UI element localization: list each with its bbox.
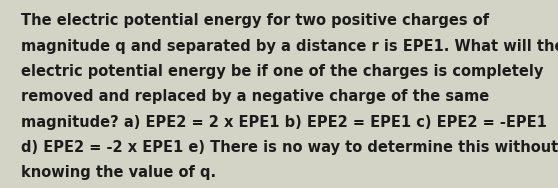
Text: magnitude? a) EPE2 = 2 x EPE1 b) EPE2 = EPE1 c) EPE2 = -EPE1: magnitude? a) EPE2 = 2 x EPE1 b) EPE2 = … — [21, 115, 547, 130]
Text: The electric potential energy for two positive charges of: The electric potential energy for two po… — [21, 13, 489, 28]
Text: electric potential energy be if one of the charges is completely: electric potential energy be if one of t… — [21, 64, 543, 79]
Text: removed and replaced by a negative charge of the same: removed and replaced by a negative charg… — [21, 89, 489, 104]
Text: magnitude q and separated by a distance r is EPE1. What will the: magnitude q and separated by a distance … — [21, 39, 558, 54]
Text: knowing the value of q.: knowing the value of q. — [21, 165, 217, 180]
Text: d) EPE2 = -2 x EPE1 e) There is no way to determine this without: d) EPE2 = -2 x EPE1 e) There is no way t… — [21, 140, 558, 155]
